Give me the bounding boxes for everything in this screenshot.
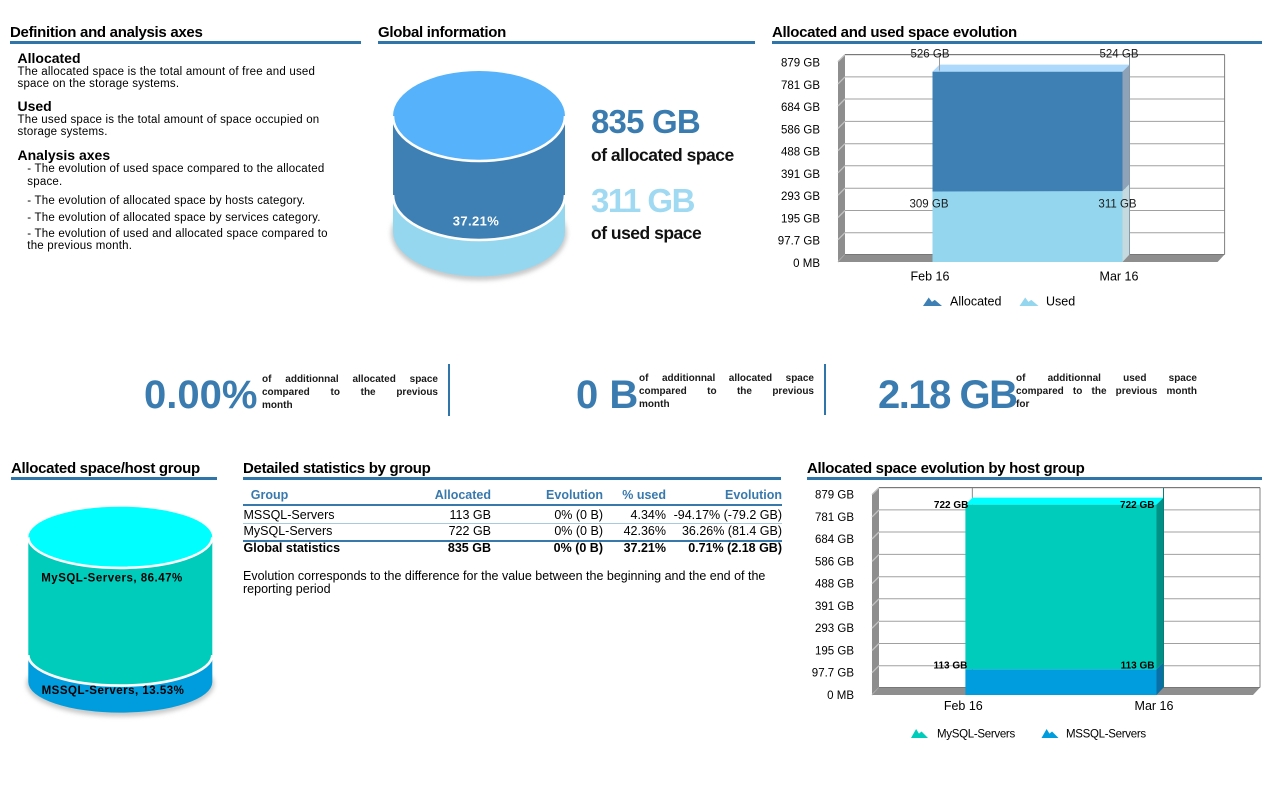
svg-text:586 GB: 586 GB xyxy=(781,124,820,136)
svg-text:586 GB: 586 GB xyxy=(815,556,854,568)
svg-text:311 GB: 311 GB xyxy=(1098,199,1136,211)
svg-text:293 GB: 293 GB xyxy=(781,191,820,203)
svg-text:Used: Used xyxy=(1046,295,1075,309)
svg-text:Feb 16: Feb 16 xyxy=(911,270,950,284)
svg-text:781 GB: 781 GB xyxy=(815,512,854,524)
svg-text:879 GB: 879 GB xyxy=(781,58,820,70)
svg-text:684 GB: 684 GB xyxy=(781,102,820,114)
svg-text:722 GB: 722 GB xyxy=(934,500,968,511)
svg-text:781 GB: 781 GB xyxy=(781,80,820,92)
svg-text:37.21%: 37.21% xyxy=(453,214,500,229)
svg-text:195 GB: 195 GB xyxy=(815,646,854,658)
svg-text:0 MB: 0 MB xyxy=(793,258,820,270)
svg-text:0 MB: 0 MB xyxy=(827,690,854,702)
svg-text:879 GB: 879 GB xyxy=(815,490,854,502)
svg-text:MySQL-Servers, 86.47%: MySQL-Servers, 86.47% xyxy=(41,572,183,584)
svg-text:524 GB: 524 GB xyxy=(1100,49,1139,61)
svg-text:391 GB: 391 GB xyxy=(815,601,854,613)
svg-text:97.7 GB: 97.7 GB xyxy=(812,668,855,680)
svg-text:391 GB: 391 GB xyxy=(781,169,820,181)
svg-text:113 GB: 113 GB xyxy=(933,661,967,672)
svg-text:526 GB: 526 GB xyxy=(911,49,950,61)
svg-text:309 GB: 309 GB xyxy=(910,199,949,211)
svg-text:488 GB: 488 GB xyxy=(815,579,854,591)
svg-text:Mar 16: Mar 16 xyxy=(1100,270,1139,284)
svg-text:MSSQL-Servers, 13.53%: MSSQL-Servers, 13.53% xyxy=(42,685,185,697)
svg-text:195 GB: 195 GB xyxy=(781,214,820,226)
svg-text:Allocated: Allocated xyxy=(950,295,1001,309)
svg-text:Mar 16: Mar 16 xyxy=(1135,699,1174,713)
svg-text:MSSQL-Servers: MSSQL-Servers xyxy=(1066,729,1146,741)
svg-text:97.7 GB: 97.7 GB xyxy=(778,236,821,248)
svg-text:488 GB: 488 GB xyxy=(781,147,820,159)
svg-text:MySQL-Servers: MySQL-Servers xyxy=(937,729,1015,741)
svg-text:113 GB: 113 GB xyxy=(1121,661,1155,672)
svg-text:Feb 16: Feb 16 xyxy=(944,699,983,713)
svg-text:293 GB: 293 GB xyxy=(815,623,854,635)
svg-text:722 GB: 722 GB xyxy=(1120,500,1154,511)
svg-text:684 GB: 684 GB xyxy=(815,534,854,546)
